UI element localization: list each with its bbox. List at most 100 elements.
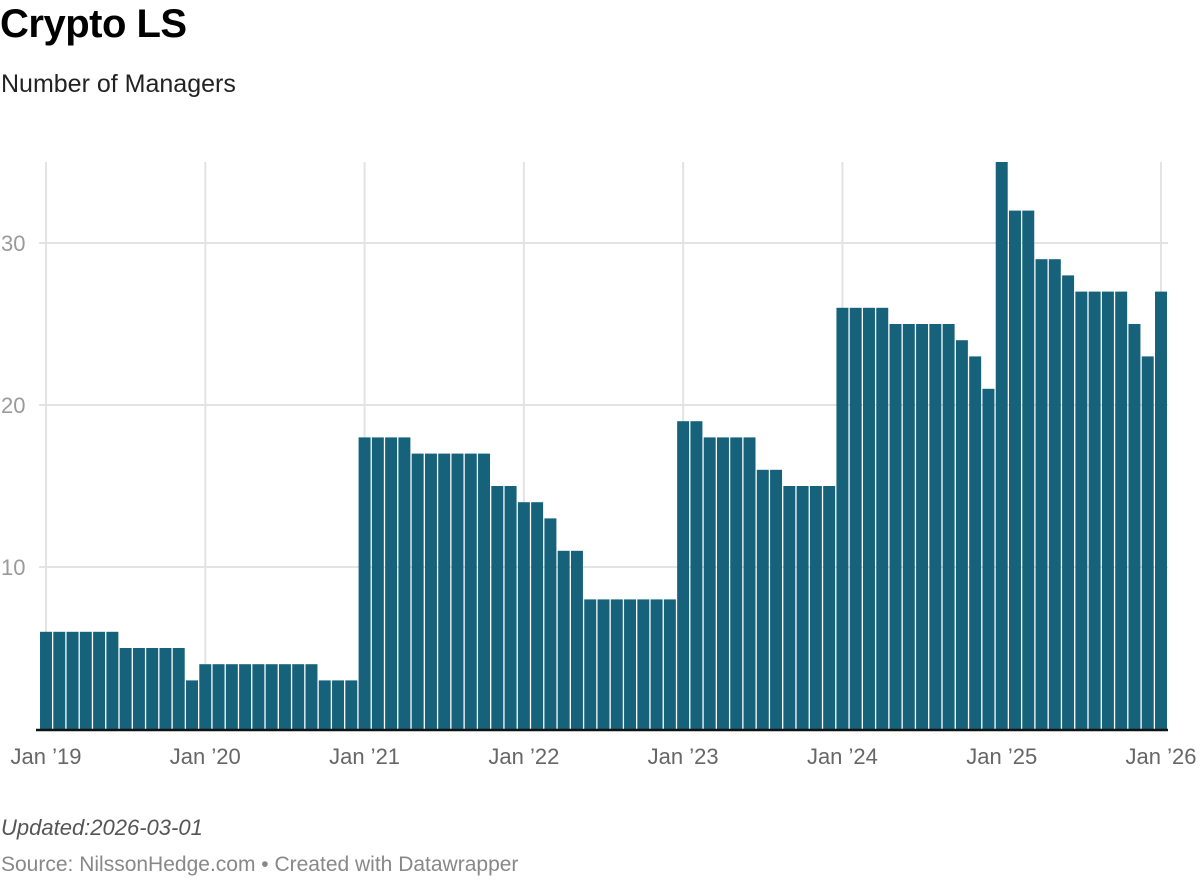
chart-title: Crypto LS xyxy=(0,2,187,46)
bar xyxy=(398,437,411,729)
bar xyxy=(624,599,637,729)
bar xyxy=(916,324,929,729)
bar xyxy=(517,502,530,729)
bar xyxy=(1088,291,1101,729)
bar xyxy=(1155,291,1167,729)
bar xyxy=(159,648,172,729)
axes: 10 20 30 Jan ’19 Jan ’20 Jan ’21 Jan ’22 Jan ’2… xyxy=(1,231,1196,769)
bar xyxy=(1101,291,1114,729)
bar xyxy=(40,631,52,729)
x-tick-label: Jan ’21 xyxy=(329,744,400,769)
bar xyxy=(478,453,491,729)
bar xyxy=(106,631,119,729)
bar xyxy=(1022,210,1035,730)
bar xyxy=(93,631,106,729)
bar xyxy=(265,664,278,729)
updated-date: Updated:2026-03-01 xyxy=(1,815,203,840)
bar xyxy=(345,680,358,729)
bar xyxy=(783,486,796,729)
bar xyxy=(690,421,703,729)
x-tick-label: Jan ’20 xyxy=(170,744,241,769)
bar xyxy=(332,680,345,729)
bar xyxy=(770,469,783,729)
x-tick-label: Jan ’25 xyxy=(966,744,1037,769)
bar xyxy=(995,162,1008,729)
bar xyxy=(650,599,663,729)
bar xyxy=(902,324,915,729)
bar xyxy=(889,324,902,729)
bar xyxy=(1009,210,1021,730)
bar xyxy=(836,307,849,729)
x-tick-label: Jan ’23 xyxy=(648,744,719,769)
bar xyxy=(411,453,424,729)
bar xyxy=(969,356,982,729)
bar xyxy=(464,453,477,729)
bar xyxy=(531,502,544,729)
bar xyxy=(252,664,265,729)
bar xyxy=(1115,291,1128,729)
bar xyxy=(371,437,384,729)
bar xyxy=(610,599,623,729)
bar xyxy=(53,631,66,729)
bar xyxy=(796,486,809,729)
bar xyxy=(823,486,836,729)
y-tick-label: 20 xyxy=(1,393,25,418)
bar xyxy=(1035,259,1048,729)
bar xyxy=(862,307,875,729)
bar xyxy=(278,664,291,729)
bar xyxy=(1048,259,1061,729)
bar xyxy=(424,453,437,729)
bar xyxy=(491,486,504,729)
bar xyxy=(79,631,92,729)
bar xyxy=(849,307,862,729)
bar xyxy=(504,486,517,729)
x-tick-label: Jan ’19 xyxy=(11,744,82,769)
bar xyxy=(929,324,942,729)
y-tick-label: 10 xyxy=(1,555,25,580)
bar xyxy=(146,648,159,729)
bar xyxy=(942,324,955,729)
bar xyxy=(743,437,756,729)
bar xyxy=(730,437,743,729)
bar xyxy=(809,486,822,729)
bar xyxy=(570,550,583,729)
bar xyxy=(876,307,889,729)
source-credit: Source: NilssonHedge.com • Created with … xyxy=(1,853,519,876)
bar xyxy=(1141,356,1154,729)
bar xyxy=(66,631,79,729)
x-tick-label: Jan ’24 xyxy=(807,744,878,769)
bar xyxy=(955,340,968,729)
bar xyxy=(756,469,769,729)
bar xyxy=(239,664,252,729)
bar xyxy=(199,664,212,729)
bar xyxy=(637,599,650,729)
bar xyxy=(318,680,331,729)
bars xyxy=(40,162,1167,730)
bar xyxy=(212,664,225,729)
bar xyxy=(305,664,318,729)
bar xyxy=(186,680,198,729)
bar xyxy=(544,518,557,729)
x-tick-label: Jan ’26 xyxy=(1126,744,1197,769)
bar xyxy=(677,421,690,729)
bar xyxy=(385,437,398,729)
bar xyxy=(451,453,464,729)
bar xyxy=(438,453,451,729)
bar xyxy=(132,648,145,729)
bar xyxy=(1062,275,1075,729)
bar xyxy=(982,388,995,729)
bar xyxy=(119,648,132,729)
x-tick-label: Jan ’22 xyxy=(488,744,559,769)
bar xyxy=(716,437,729,729)
bar xyxy=(172,648,185,729)
bar xyxy=(663,599,676,729)
bar xyxy=(597,599,610,729)
bar xyxy=(225,664,238,729)
bar xyxy=(1075,291,1088,729)
bar xyxy=(584,599,597,729)
bar xyxy=(292,664,305,729)
bar xyxy=(557,550,570,729)
bar xyxy=(703,437,716,729)
chart-subtitle: Number of Managers xyxy=(1,70,236,98)
